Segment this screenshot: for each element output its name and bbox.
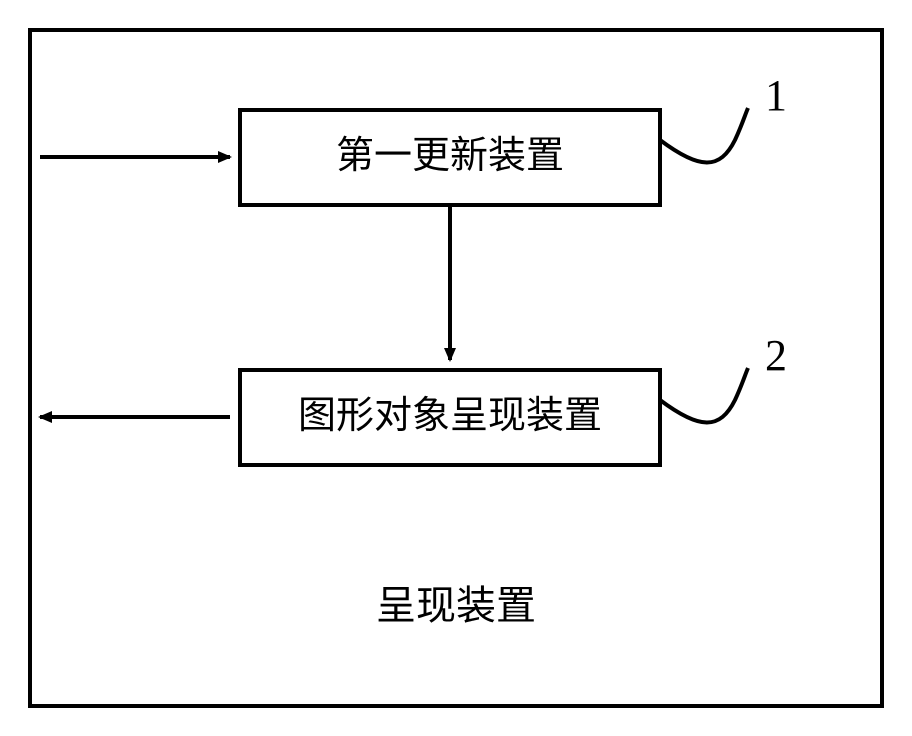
node-label: 第一更新装置	[336, 135, 564, 177]
node-label: 图形对象呈现装置	[298, 395, 602, 437]
callout-label2: 2	[660, 331, 787, 422]
diagram-caption: 呈现装置	[376, 583, 536, 628]
node-box1: 第一更新装置	[240, 110, 660, 205]
callout-leader	[660, 368, 748, 423]
callout-label1: 1	[660, 71, 787, 162]
diagram-canvas: 第一更新装置图形对象呈现装置 1 2 呈现装置	[0, 0, 912, 736]
callout-leader	[660, 108, 748, 163]
node-box2: 图形对象呈现装置	[240, 370, 660, 465]
callout-number: 2	[765, 331, 787, 380]
callout-number: 1	[765, 71, 787, 120]
